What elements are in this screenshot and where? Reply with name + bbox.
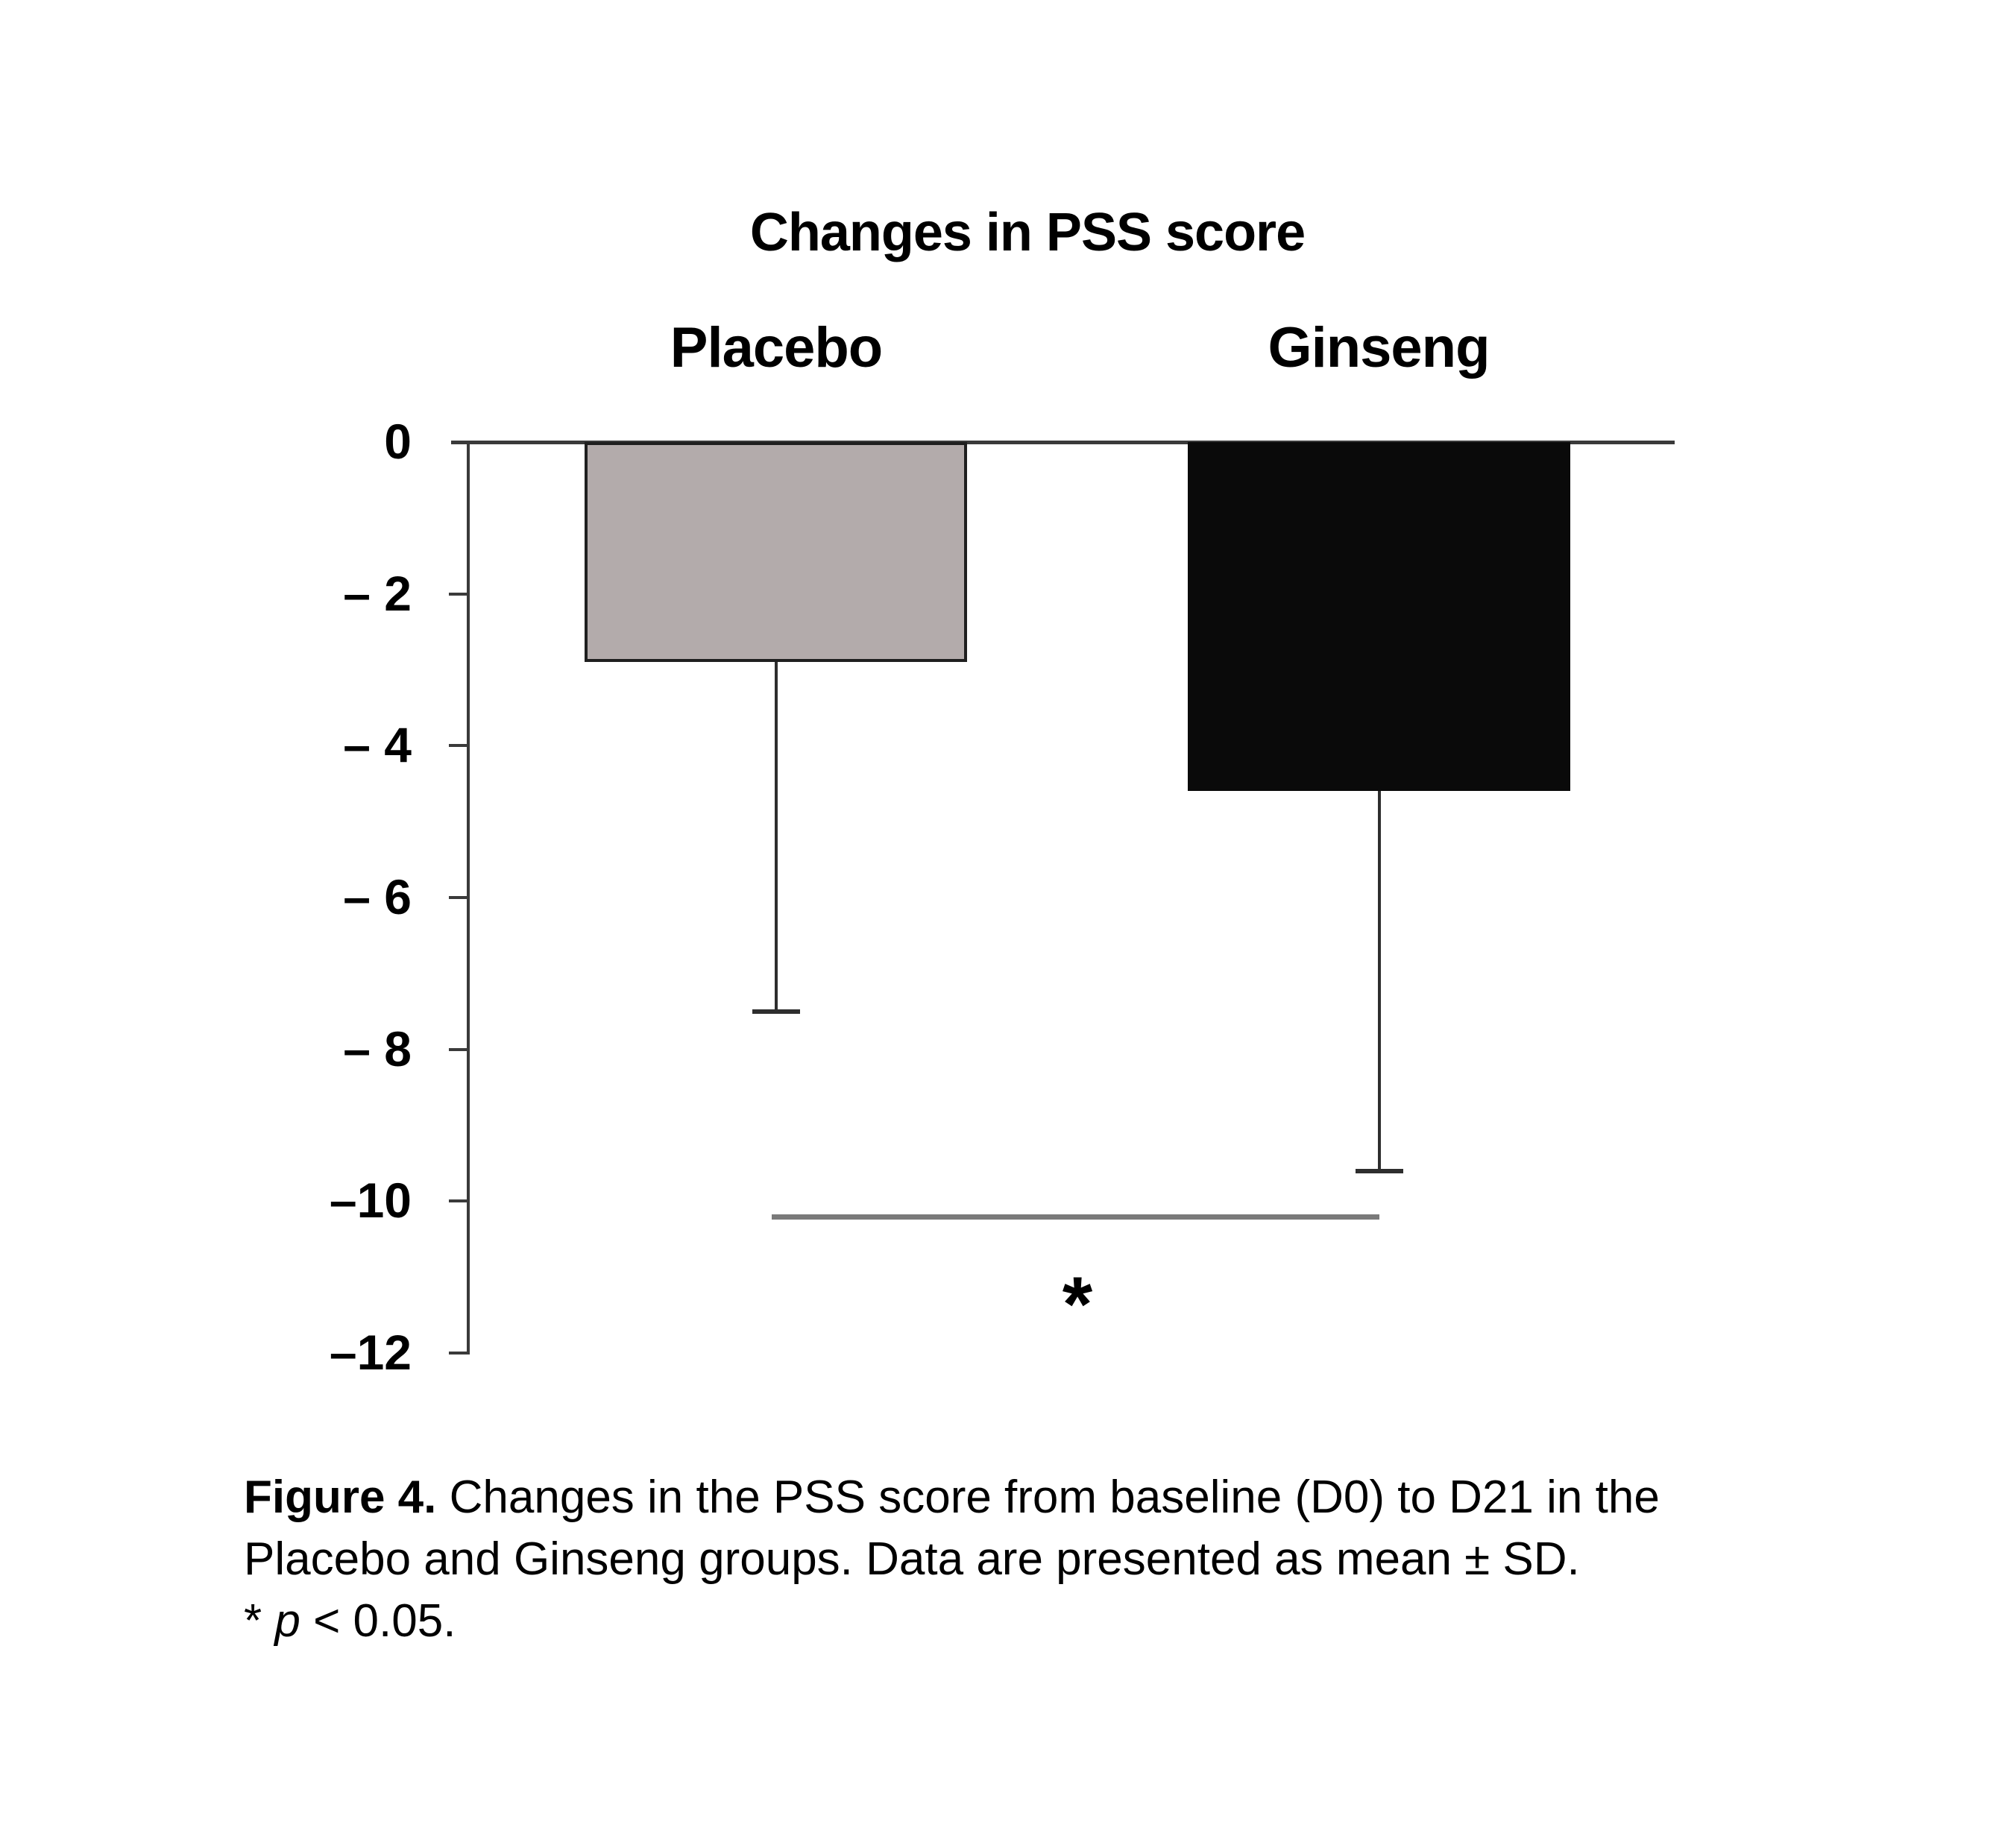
error-bar-line [774,662,778,1012]
y-tick-label: – 2 [343,565,412,621]
y-tick [449,1047,468,1051]
figure-caption: Figure 4. Changes in the PSS score from … [244,1466,1899,1652]
error-bar-cap [1355,1168,1403,1173]
y-tick-label: – 8 [343,1021,412,1076]
error-bar-line [1377,791,1381,1171]
y-tick-label: – 6 [343,868,412,924]
category-label-ginseng: Ginseng [1268,316,1490,379]
y-tick [449,895,468,899]
chart-title: Changes in PSS score [749,203,1306,262]
caption-line2: Placebo and Ginseng groups. Data are pre… [244,1533,1580,1585]
caption-sig-star: * [244,1595,262,1647]
y-tick-label: –10 [329,1173,412,1229]
y-tick [449,1199,468,1203]
y-tick-label: – 4 [343,717,412,773]
bar-ginseng [1188,442,1570,792]
x-baseline [451,441,1675,444]
category-label-placebo: Placebo [670,316,883,379]
y-axis-line [467,441,470,1355]
y-tick [449,1351,468,1355]
error-bar-cap [752,1009,800,1014]
bar-placebo [585,442,967,663]
caption-line1: Changes in the PSS score from baseline (… [449,1472,1660,1523]
significance-asterisk: * [1062,1261,1093,1348]
y-tick [449,744,468,748]
caption-p-symbol: p [274,1595,300,1647]
y-tick [449,592,468,596]
caption-sig-threshold: < 0.05. [313,1595,456,1647]
y-tick-label: –12 [329,1324,412,1380]
caption-figure-label: Figure 4. [244,1472,437,1523]
y-tick-label: 0 [384,414,412,469]
significance-line [771,1214,1379,1220]
